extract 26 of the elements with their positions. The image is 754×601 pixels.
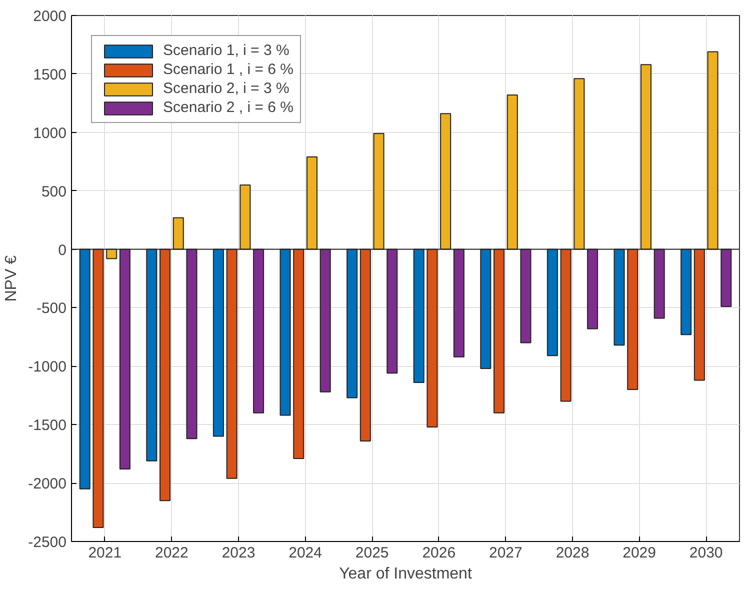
x-tick-label: 2026 xyxy=(422,544,456,562)
x-tick-label: 2024 xyxy=(288,544,322,562)
x-tick-label: 2023 xyxy=(222,544,256,562)
legend-label: Scenario 1 , i = 6 % xyxy=(163,61,294,78)
y-tick-label: -1500 xyxy=(28,417,67,434)
x-tick-label: 2022 xyxy=(155,544,188,562)
y-tick-label: -2500 xyxy=(28,534,67,551)
y-axis-title: NPV € xyxy=(3,255,20,302)
x-tick-label: 2030 xyxy=(689,544,723,562)
y-tick-label: 2000 xyxy=(33,8,67,25)
y-tick-label: 500 xyxy=(41,183,67,200)
x-tick-label: 2021 xyxy=(88,544,122,562)
x-tick-label: 2025 xyxy=(355,544,389,562)
y-tick-label: 1000 xyxy=(33,124,67,142)
y-tick-label: -500 xyxy=(36,300,67,318)
legend-label: Scenario 2, i = 3 % xyxy=(163,80,290,97)
x-tick-label: 2027 xyxy=(489,544,522,562)
y-tick-label: 0 xyxy=(58,242,66,259)
x-tick-label: 2028 xyxy=(556,544,590,562)
legend-label: Scenario 2 , i = 6 % xyxy=(163,99,294,116)
y-tick-label: 1500 xyxy=(33,66,67,84)
legend-label: Scenario 1, i = 3 % xyxy=(163,42,290,59)
x-tick-label: 2029 xyxy=(622,544,656,562)
y-tick-label: -2000 xyxy=(28,476,67,493)
y-tick-label: -1000 xyxy=(28,358,67,376)
x-axis-title: Year of Investment xyxy=(339,566,472,582)
